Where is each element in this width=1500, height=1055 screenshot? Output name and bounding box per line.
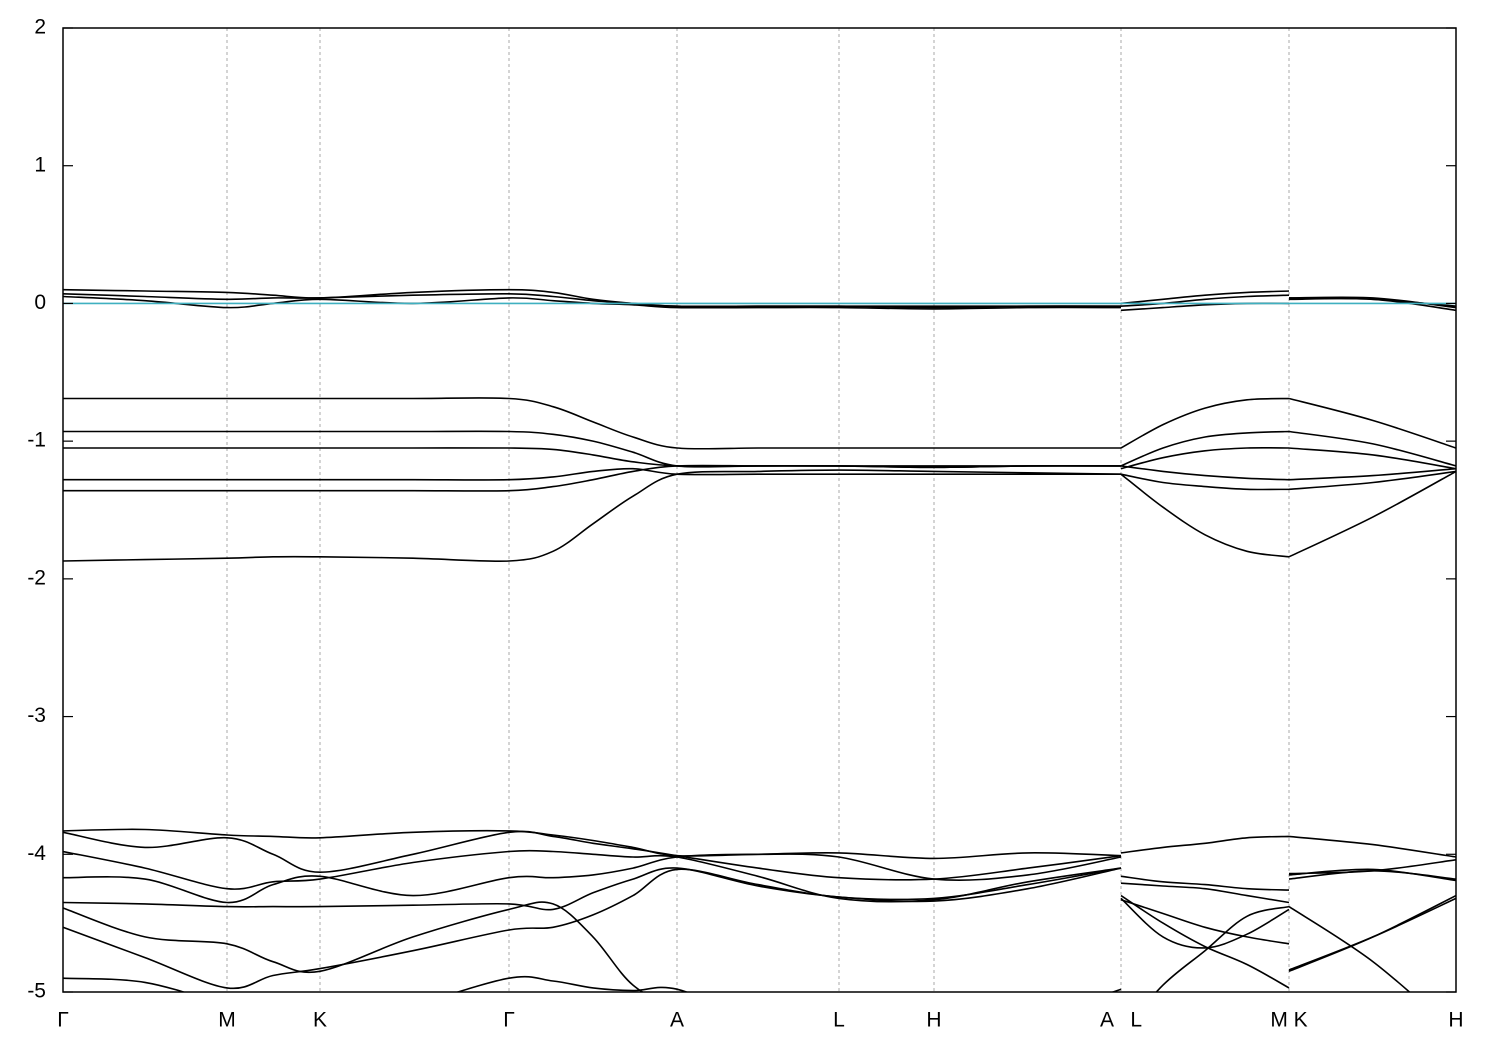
x-tick-label: H (926, 1009, 941, 1032)
y-tick-label: -2 (27, 566, 46, 589)
x-tick-label: L (833, 1009, 845, 1032)
y-tick-label: 0 (34, 291, 46, 314)
x-tick-label: M K (1270, 1009, 1307, 1032)
band-line (63, 465, 1456, 481)
x-tick-label: Γ (503, 1009, 515, 1032)
band-line (63, 430, 1456, 468)
band-line (63, 397, 1456, 450)
x-tick-label: Γ (57, 1009, 69, 1032)
y-tick-label: -3 (27, 704, 46, 727)
band-line (63, 853, 1456, 945)
x-tick-label: K (313, 1009, 327, 1032)
y-tick-label: -5 (27, 980, 46, 1003)
band-line (63, 464, 1456, 492)
x-tick-label: H (1448, 1009, 1463, 1032)
x-tick-label: A (670, 1009, 684, 1032)
x-tick-label: M (218, 1009, 236, 1032)
band-line (63, 867, 1456, 989)
band-line (63, 469, 1456, 563)
band-line (63, 901, 1411, 992)
y-tick-label: -1 (27, 429, 46, 452)
band-line (63, 867, 1456, 990)
x-tick-label: A L (1100, 1009, 1142, 1032)
band-line (63, 292, 1456, 309)
axes: -5 -4 -3 -2 -1 0 1 2 Γ M K Γ A L H A L M K H (27, 16, 1463, 1032)
grid (226, 28, 1290, 992)
frame (62, 27, 1457, 993)
band-line (63, 975, 1122, 992)
band-line (63, 828, 1456, 860)
y-tick-label: 1 (34, 153, 46, 176)
y-tick-label: 2 (34, 16, 46, 39)
band-line (63, 849, 1456, 904)
y-tick-label: -4 (27, 842, 46, 865)
plot-area (63, 288, 1456, 992)
